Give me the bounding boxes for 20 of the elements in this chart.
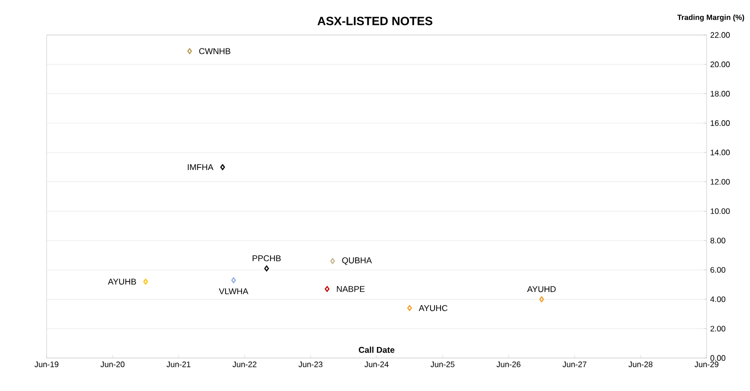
point	[231, 277, 236, 284]
annotation: CWNHB	[199, 48, 230, 54]
point	[220, 164, 225, 170]
annotation: IMFHA	[188, 164, 214, 170]
annotation: VLWHA	[218, 288, 248, 294]
x-axis-title: Call Date	[358, 346, 394, 353]
chart-title: ASX-LISTED NOTES	[318, 16, 432, 26]
point	[264, 266, 269, 272]
point	[143, 278, 148, 285]
point	[324, 286, 330, 292]
annotation: AYUHD	[527, 286, 556, 292]
annotation: AYUHC	[418, 305, 448, 312]
point	[539, 296, 544, 302]
annotation: NABPE	[336, 286, 365, 292]
annotation: QUBHA	[342, 257, 372, 265]
point	[330, 258, 335, 264]
annotation: PPCHB	[252, 255, 281, 262]
annotation: AYUHB	[108, 278, 136, 285]
point	[187, 48, 192, 54]
point	[407, 305, 412, 312]
